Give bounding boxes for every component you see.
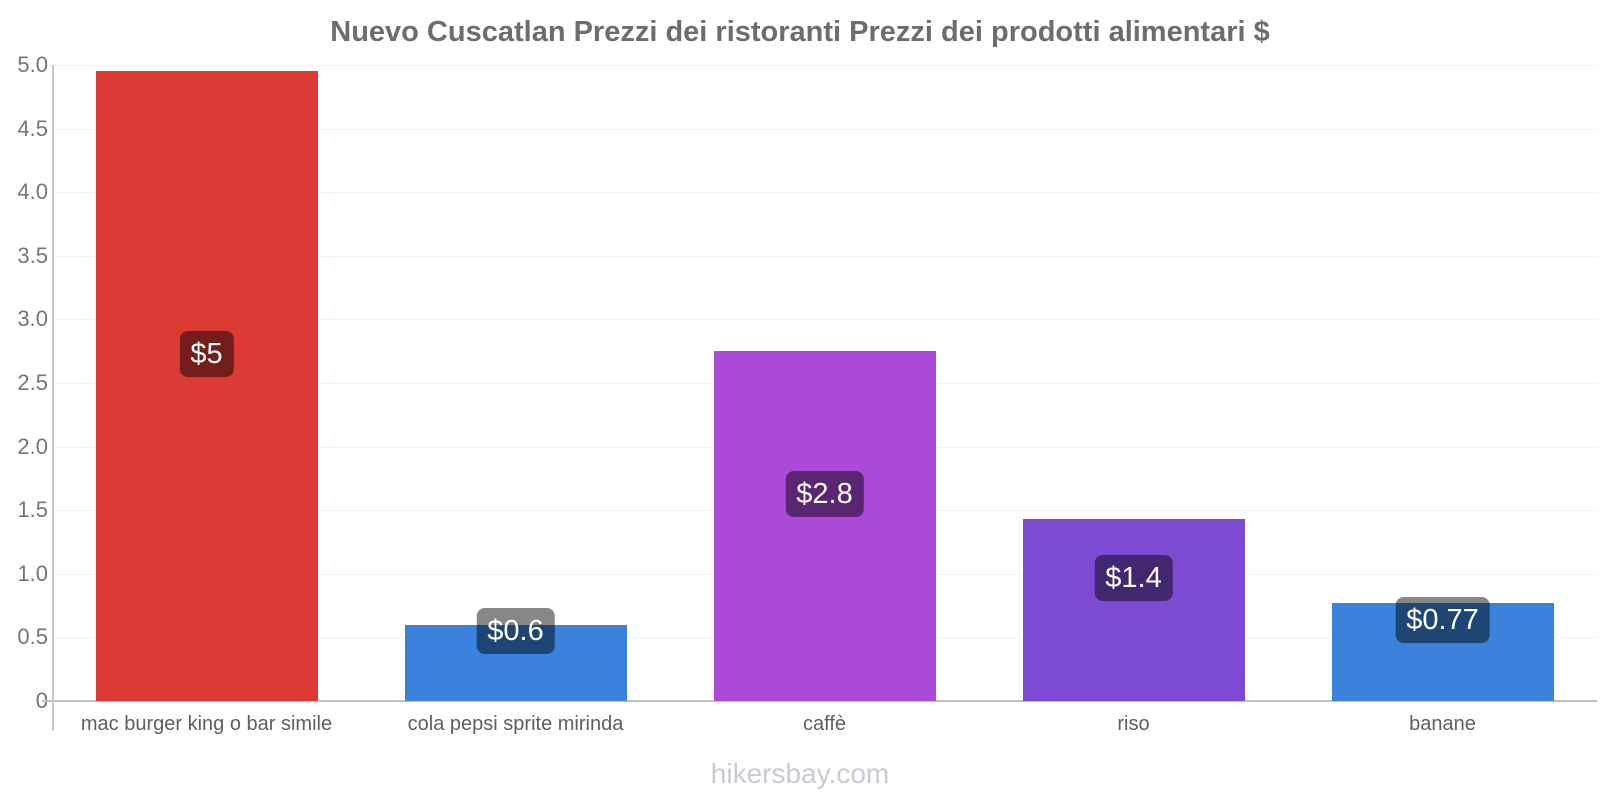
value-badge: $0.6 — [476, 608, 555, 654]
footer-watermark: hikersbay.com — [710, 758, 890, 789]
y-tick-label: 2.0 — [17, 433, 48, 459]
x-axis-label: riso — [1117, 713, 1150, 735]
y-tick-label: 3.5 — [17, 242, 48, 268]
gridline — [52, 192, 1597, 194]
gridline — [52, 319, 1597, 321]
x-axis-label: caffè — [803, 713, 846, 735]
gridline — [52, 255, 1597, 257]
bar-banane — [1332, 603, 1554, 701]
x-axis-label: banane — [1409, 713, 1476, 735]
y-tick-label: 2.5 — [17, 370, 48, 395]
gridline — [52, 128, 1597, 130]
value-badge: $5 — [179, 331, 234, 377]
y-tick-label: 4.0 — [17, 179, 48, 205]
gridline — [52, 65, 1597, 66]
y-tick-label: 4.5 — [17, 115, 48, 141]
chart-title: Nuevo Cuscatlan Prezzi dei ristoranti Pr… — [330, 16, 1270, 48]
y-tick-label: 1.0 — [17, 560, 48, 586]
bar-mac-burger-king-o-bar-simile — [96, 71, 318, 701]
y-tick-label: 1.5 — [17, 497, 48, 523]
y-tick-label: 0 — [35, 688, 48, 713]
y-axis-line — [52, 65, 54, 731]
value-badge: $2.8 — [785, 471, 864, 517]
bar-cola-pepsi-sprite-mirinda — [405, 625, 627, 701]
value-badge: $1.4 — [1094, 555, 1173, 601]
y-tick-label: 0.5 — [17, 624, 48, 650]
y-tick-label: 3.0 — [17, 306, 48, 332]
bar-riso — [1023, 519, 1245, 701]
bar-caffè — [714, 351, 936, 701]
x-axis-label: cola pepsi sprite mirinda — [407, 713, 624, 735]
x-axis-label: mac burger king o bar simile — [80, 713, 333, 735]
value-badge: $0.77 — [1395, 597, 1490, 643]
x-axis-line — [42, 700, 1597, 702]
y-tick-label: 5.0 — [17, 52, 48, 77]
